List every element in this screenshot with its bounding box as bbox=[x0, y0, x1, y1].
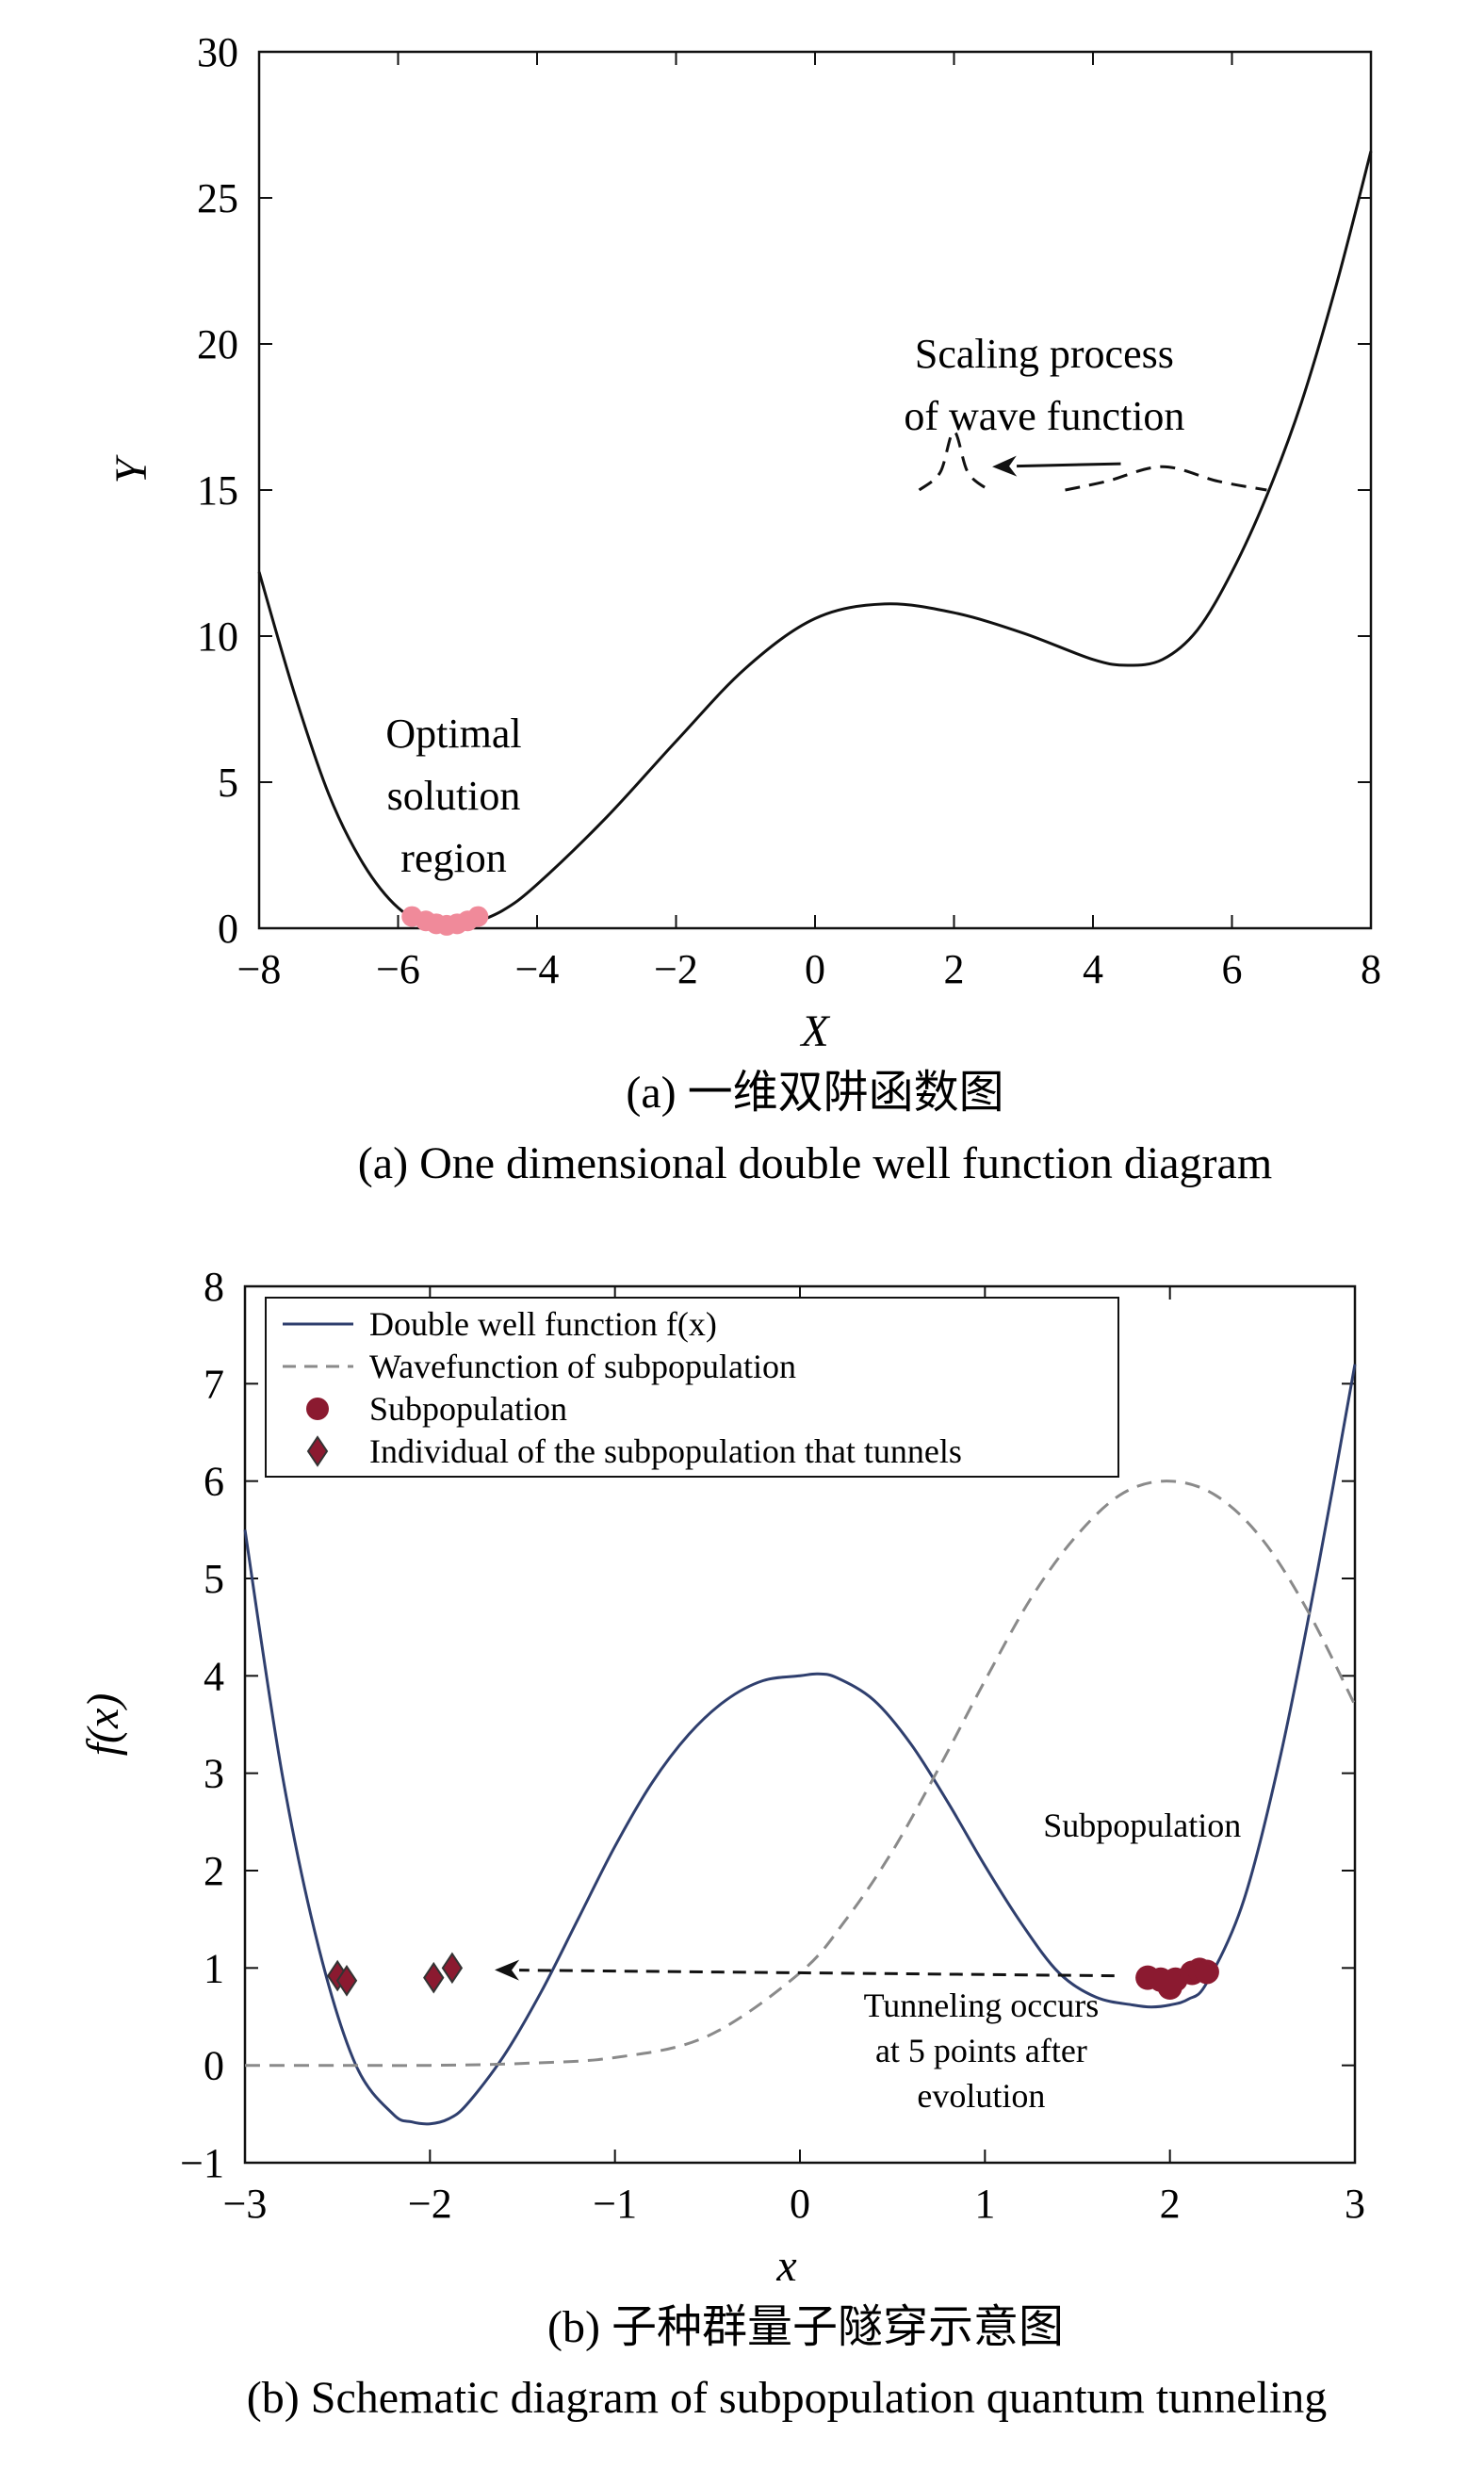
chart-a-xtick-label: 0 bbox=[805, 946, 825, 992]
chart-b-xtick-label: −2 bbox=[408, 2181, 452, 2227]
chart-b-tunnel-point bbox=[335, 1964, 358, 1997]
chart-b-xtick-label: 0 bbox=[790, 2181, 810, 2227]
chart-a-ytick-label: 5 bbox=[218, 760, 238, 806]
chart-a-ytick-label: 20 bbox=[197, 321, 238, 368]
chart-b-tunnel-point bbox=[441, 1952, 464, 1985]
chart-a-xtick-label: 8 bbox=[1361, 946, 1381, 992]
chart-a-ytick-label: 15 bbox=[197, 467, 238, 514]
chart-b-ytick-label: 7 bbox=[204, 1361, 224, 1407]
chart-a-arrow-shaft bbox=[1017, 462, 1121, 468]
chart-a-xlabel: X bbox=[799, 1006, 830, 1056]
caption-a-cn: (a) 一维双阱函数图 bbox=[626, 1068, 1003, 1118]
legend-label-double-well: Double well function f(x) bbox=[369, 1305, 717, 1343]
chart-b-annotation-0-line: Subpopulation bbox=[1043, 1807, 1241, 1844]
chart-a-y-axis: 0 5 10 15 20 25 30 bbox=[197, 29, 1371, 952]
chart-b-ytick-label: 8 bbox=[204, 1264, 224, 1310]
chart-a-annotation-1-line: Optimal bbox=[385, 711, 521, 757]
chart-a-ylabel: Y bbox=[106, 454, 156, 483]
chart-b-xtick-label: −3 bbox=[223, 2181, 268, 2227]
chart-b-ytick-label: 4 bbox=[204, 1653, 224, 1699]
chart-b: −3 −2 −1 0 1 2 3 −1 0 1 2 3 4 5 6 7 8 Subpopulation Tunn… bbox=[78, 1264, 1365, 2291]
chart-a-xtick-label: 6 bbox=[1222, 946, 1243, 992]
chart-b-xtick-label: 1 bbox=[974, 2181, 995, 2227]
chart-b-series bbox=[243, 1364, 1357, 2126]
chart-a-x-axis: −8 −6 −4 −2 0 2 4 6 8 bbox=[237, 52, 1381, 992]
chart-a-arrow-head bbox=[992, 455, 1018, 477]
chart-b-annotations: Subpopulation Tunneling occurs at 5 points… bbox=[864, 1807, 1242, 2115]
chart-a-series-2-line bbox=[1065, 465, 1267, 492]
chart-b-xtick-label: −1 bbox=[593, 2181, 637, 2227]
chart-b-series-0-line bbox=[243, 1364, 1357, 2126]
chart-b-x-axis: −3 −2 −1 0 1 2 3 bbox=[223, 1286, 1365, 2227]
chart-a-annotations: Scaling process of wave function Optimal so… bbox=[385, 331, 1184, 881]
chart-b-xtick-label: 2 bbox=[1160, 2181, 1181, 2227]
chart-b-ytick-label: 5 bbox=[204, 1556, 224, 1602]
chart-a-ytick-label: 10 bbox=[197, 613, 238, 660]
chart-a-optimal-point bbox=[467, 906, 489, 927]
legend-label-wavefunction: Wavefunction of subpopulation bbox=[369, 1348, 796, 1385]
chart-a-ytick-label: 30 bbox=[197, 29, 238, 75]
legend-box bbox=[265, 1297, 1119, 1478]
caption-b-en: (b) Schematic diagram of subpopulation q… bbox=[247, 2373, 1327, 2423]
chart-b-arrows bbox=[495, 1959, 1115, 1981]
chart-a-xtick-label: 4 bbox=[1083, 946, 1103, 992]
chart-a-ytick-label: 25 bbox=[197, 175, 238, 221]
chart-a-annotation-1-line: region bbox=[400, 835, 506, 881]
chart-b-subpopulation-point bbox=[1194, 1959, 1219, 1985]
legend-label-tunnel: Individual of the subpopulation that tun… bbox=[369, 1432, 962, 1470]
chart-a-annotation-1-line: solution bbox=[387, 773, 521, 819]
chart-a-annotation-0-line: of wave function bbox=[904, 393, 1184, 439]
chart-b-annotation-1-line: Tunneling occurs bbox=[864, 1987, 1100, 2024]
chart-b-ytick-label: 1 bbox=[204, 1945, 224, 1991]
chart-a: −8 −6 −4 −2 0 2 4 6 8 0 5 10 15 20 25 30 Scaling proce… bbox=[106, 29, 1381, 1056]
chart-b-annotation-1-line: evolution bbox=[917, 2077, 1045, 2115]
chart-a-xtick-label: −6 bbox=[376, 946, 420, 992]
chart-b-ytick-label: 0 bbox=[204, 2043, 224, 2089]
chart-b-ytick-label: 2 bbox=[204, 1848, 224, 1894]
chart-b-ylabel: f(x) bbox=[78, 1693, 128, 1757]
chart-a-series-1-line bbox=[918, 430, 990, 492]
chart-b-arrow-shaft bbox=[519, 1969, 1115, 1978]
chart-a-xtick-label: −2 bbox=[654, 946, 698, 992]
chart-a-ytick-label: 0 bbox=[218, 906, 238, 952]
chart-b-series-1-line bbox=[245, 1480, 1357, 2068]
chart-b-xlabel: x bbox=[775, 2241, 796, 2291]
chart-b-y-axis: −1 0 1 2 3 4 5 6 7 8 bbox=[180, 1264, 1355, 2186]
chart-b-annotation-1-line: at 5 points after bbox=[875, 2032, 1087, 2069]
legend-label-subpopulation: Subpopulation bbox=[369, 1390, 567, 1428]
chart-b-legend: Double well function f(x) Wavefunction o… bbox=[265, 1297, 1119, 1478]
chart-b-markers bbox=[326, 1952, 1219, 2000]
caption-b-cn: (b) 子种群量子隧穿示意图 bbox=[547, 2302, 1064, 2352]
chart-b-ytick-label: −1 bbox=[180, 2140, 224, 2186]
legend-swatch-subpopulation bbox=[306, 1398, 329, 1420]
chart-a-annotation-0-line: Scaling process bbox=[915, 331, 1174, 377]
caption-a-en: (a) One dimensional double well function… bbox=[358, 1138, 1272, 1188]
chart-a-xtick-label: −4 bbox=[515, 946, 560, 992]
chart-a-series bbox=[257, 151, 1373, 931]
chart-b-xtick-label: 3 bbox=[1345, 2181, 1365, 2227]
chart-b-arrow-head bbox=[495, 1959, 520, 1981]
chart-a-arrows bbox=[992, 455, 1121, 477]
chart-a-series-0-line bbox=[257, 151, 1373, 931]
chart-b-tunnel-point bbox=[423, 1961, 445, 1994]
chart-a-xtick-label: −8 bbox=[237, 946, 282, 992]
chart-a-optimal-points bbox=[401, 906, 489, 936]
legend-swatch-tunnel bbox=[306, 1435, 329, 1467]
chart-b-ytick-label: 6 bbox=[204, 1459, 224, 1505]
chart-a-xtick-label: 2 bbox=[944, 946, 965, 992]
chart-b-ytick-label: 3 bbox=[204, 1751, 224, 1797]
